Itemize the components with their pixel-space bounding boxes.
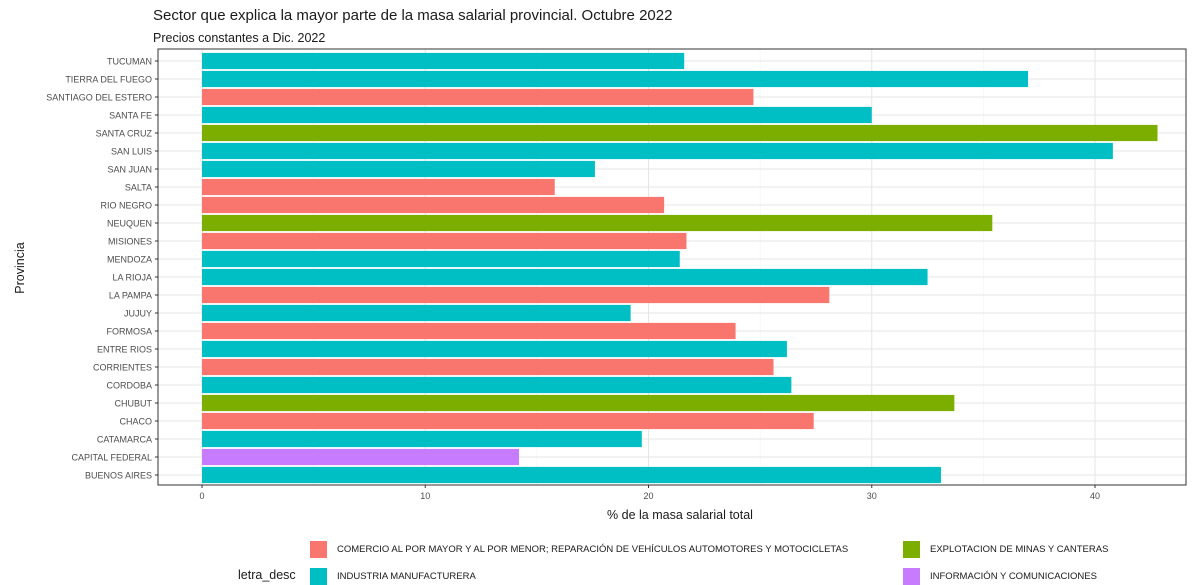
y-tick-label: LA PAMPA [109, 291, 152, 301]
bar-san-juan [202, 160, 595, 178]
bar-san-luis [202, 142, 1113, 160]
chart-subtitle: Precios constantes a Dic. 2022 [153, 31, 326, 45]
legend-label-minas: EXPLOTACION DE MINAS Y CANTERAS [930, 543, 1109, 555]
y-tick-label: CAPITAL FEDERAL [71, 453, 152, 463]
bar-la-pampa [202, 286, 830, 304]
bar-tierra-del-fuego [202, 70, 1029, 88]
bar-misiones [202, 232, 687, 250]
bar-corrientes [202, 358, 774, 376]
x-tick-label: 10 [420, 491, 430, 501]
legend-label-informacion: INFORMACIÓN Y COMUNICACIONES [930, 570, 1097, 582]
bar-mendoza [202, 250, 680, 268]
y-tick-label: BUENOS AIRES [85, 471, 152, 481]
axis-layer: 0 10 20 30 40 TUCUMAN TIERRA DEL FUEGO SANTIAGO… [46, 48, 1187, 501]
legend-label-industria: INDUSTRIA MANUFACTURERA [337, 570, 476, 582]
y-tick-label: FORMOSA [106, 327, 152, 337]
bar-la-rioja [202, 268, 928, 286]
y-tick-label: SAN JUAN [107, 165, 152, 175]
bar-capital-federal [202, 448, 520, 466]
bar-chubut [202, 394, 955, 412]
y-tick-label: CHACO [119, 417, 152, 427]
legend-key-industria [310, 567, 327, 585]
legend-item-industria: INDUSTRIA MANUFACTURERA [310, 567, 476, 585]
y-tick-label: SANTIAGO DEL ESTERO [46, 93, 152, 103]
bar-tucuman [202, 52, 685, 70]
y-tick-label: SAN LUIS [111, 147, 152, 157]
bar-catamarca [202, 430, 642, 448]
x-tick-label: 40 [1090, 491, 1100, 501]
y-tick-label: CORRIENTES [93, 363, 152, 373]
bar-rio-negro [202, 196, 665, 214]
bar-santa-fe [202, 106, 872, 124]
y-tick-label: NEUQUEN [107, 219, 152, 229]
bar-santa-cruz [202, 124, 1158, 142]
x-axis-label: % de la masa salarial total [607, 508, 753, 522]
x-tick-label: 20 [643, 491, 653, 501]
x-tick-label: 0 [199, 491, 204, 501]
y-tick-label: RIO NEGRO [100, 201, 152, 211]
legend-item-informacion: INFORMACIÓN Y COMUNICACIONES [903, 567, 1097, 585]
y-tick-label: JUJUY [124, 309, 152, 319]
legend-label-comercio: COMERCIO AL POR MAYOR Y AL POR MENOR; RE… [337, 543, 849, 555]
legend-item-comercio: COMERCIO AL POR MAYOR Y AL POR MENOR; RE… [310, 540, 848, 558]
y-tick-label: SALTA [125, 183, 152, 193]
y-tick-label: TIERRA DEL FUEGO [65, 75, 152, 85]
legend-key-informacion [903, 567, 920, 585]
bar-neuquen [202, 214, 993, 232]
bar-entre-rios [202, 340, 787, 358]
legend-key-comercio [310, 540, 327, 558]
y-tick-label: CORDOBA [106, 381, 152, 391]
legend-key-minas [903, 540, 920, 558]
y-tick-label: ENTRE RIOS [97, 345, 152, 355]
bar-formosa [202, 322, 736, 340]
plot-panel-border [157, 48, 1187, 486]
bar-chart: 0 10 20 30 40 TUCUMAN TIERRA DEL FUEGO SANTIAGO… [13, 48, 1187, 522]
bar-jujuy [202, 304, 631, 322]
bar-buenos-aires [202, 466, 941, 484]
y-tick-label: CHUBUT [115, 399, 153, 409]
x-tick-label: 30 [867, 491, 877, 501]
y-tick-label: MENDOZA [107, 255, 152, 265]
y-tick-label: CATAMARCA [97, 435, 152, 445]
y-tick-label: TUCUMAN [107, 57, 152, 67]
y-tick-label: SANTA FE [109, 111, 152, 121]
y-axis-label: Provincia [13, 242, 27, 293]
y-tick-label: MISIONES [108, 237, 152, 247]
bar-salta [202, 178, 555, 196]
legend-item-minas: EXPLOTACION DE MINAS Y CANTERAS [903, 540, 1108, 558]
legend-title: letra_desc [238, 568, 296, 582]
y-tick-label: LA RIOJA [112, 273, 152, 283]
bar-layer [202, 52, 1158, 484]
bar-chaco [202, 412, 814, 430]
bar-santiago-del-estero [202, 88, 754, 106]
chart-title: Sector que explica la mayor parte de la … [153, 7, 673, 24]
y-tick-label: SANTA CRUZ [96, 129, 153, 139]
bar-cordoba [202, 376, 792, 394]
